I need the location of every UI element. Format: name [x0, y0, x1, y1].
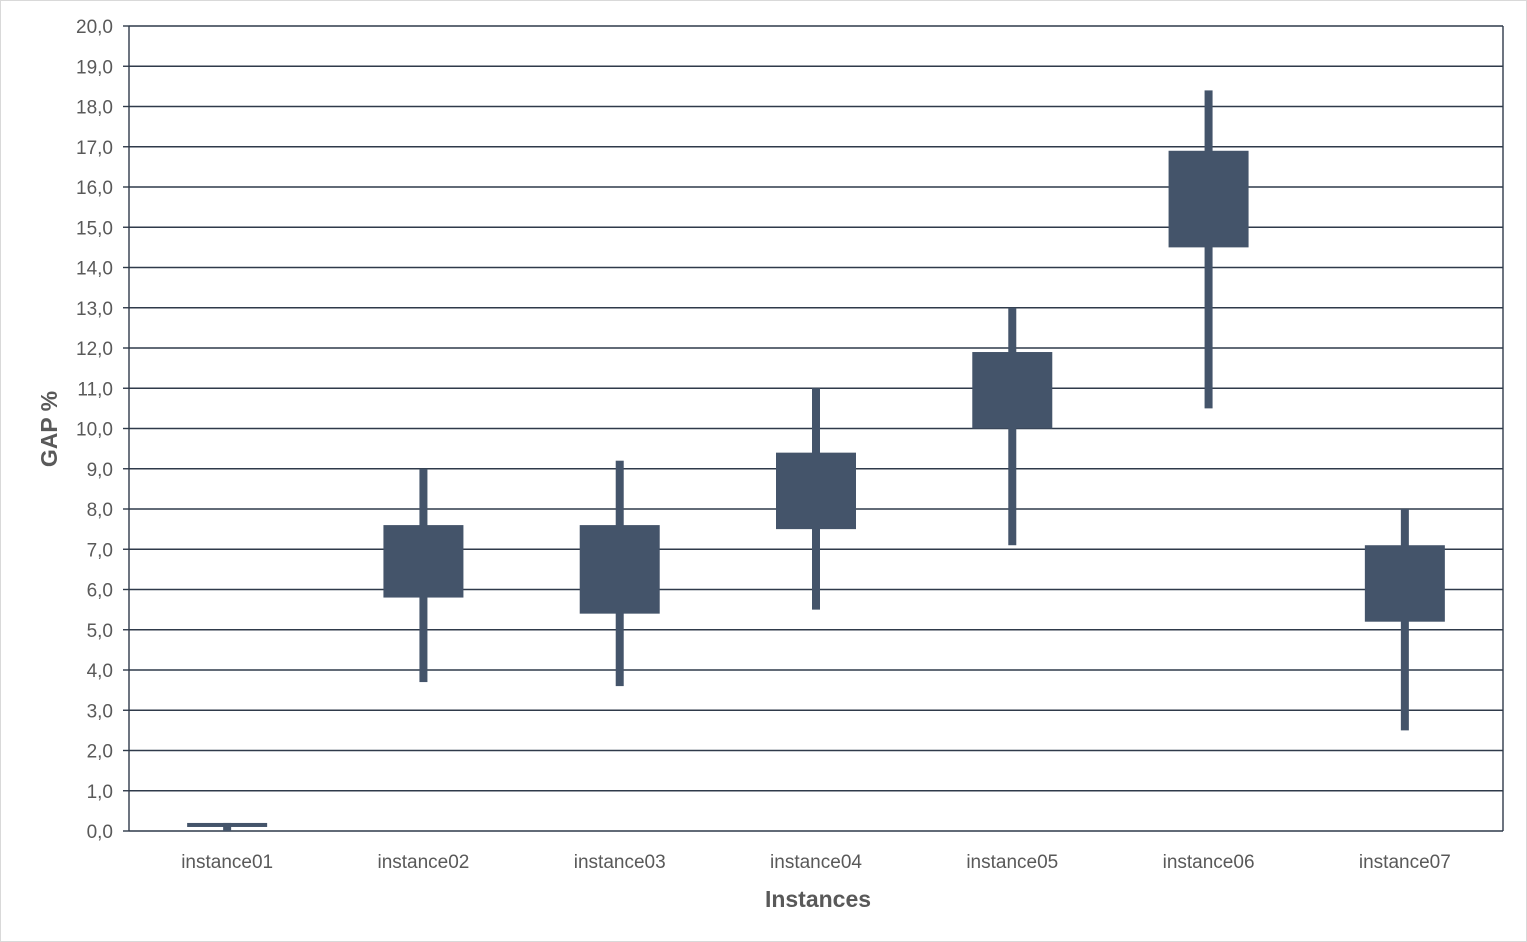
- y-tick-label: 6,0: [87, 581, 113, 602]
- x-axis-tick-labels: instance01 instance02 instance03 instance04…: [181, 852, 1451, 873]
- y-tick-label: 11,0: [77, 379, 113, 400]
- y-tick-label: 0,0: [87, 822, 113, 843]
- y-tick-label: 7,0: [87, 540, 113, 561]
- y-axis-tick-labels: 0,0 1,0 2,0 3,0 4,0 5,0 6,0 7,0 8,0 9,0 10,0 11,0 12…: [76, 17, 113, 843]
- box: [579, 525, 660, 614]
- x-tick-label: instance04: [770, 852, 862, 873]
- candlestick-instance05: [972, 307, 1053, 546]
- y-tick-label: 18,0: [76, 98, 113, 119]
- x-tick-label: instance05: [966, 852, 1058, 873]
- y-tick-label: 5,0: [87, 621, 113, 642]
- box: [187, 822, 268, 827]
- x-tick-label: instance02: [377, 852, 469, 873]
- whisker: [1204, 90, 1213, 409]
- x-axis-title: Instances: [765, 886, 871, 912]
- box: [383, 525, 464, 598]
- y-tick-label: 14,0: [76, 259, 113, 280]
- candlestick-marks: [187, 90, 1445, 831]
- y-tick-label: 13,0: [76, 299, 113, 320]
- box: [776, 452, 856, 530]
- y-tick-label: 4,0: [87, 661, 113, 682]
- y-tick-label: 12,0: [76, 339, 113, 360]
- box: [972, 352, 1053, 429]
- y-tick-label: 8,0: [87, 500, 113, 521]
- y-tick-label: 20,0: [76, 17, 113, 38]
- x-tick-label: instance03: [574, 852, 666, 873]
- y-axis-title: GAP %: [36, 391, 62, 467]
- y-tick-label: 15,0: [76, 218, 113, 239]
- candlestick-instance01: [187, 822, 268, 831]
- candlestick-instance04: [776, 388, 856, 610]
- box: [1168, 150, 1249, 248]
- x-tick-label: instance06: [1163, 852, 1255, 873]
- candlestick-instance07: [1364, 509, 1445, 731]
- y-tick-label: 19,0: [76, 57, 113, 78]
- candlestick-instance03: [579, 460, 660, 687]
- candlestick-instance02: [383, 468, 464, 683]
- y-tick-label: 17,0: [76, 138, 113, 159]
- y-tick-label: 9,0: [87, 460, 113, 481]
- y-tick-label: 10,0: [76, 420, 113, 441]
- x-tick-label: instance07: [1359, 852, 1451, 873]
- y-tick-label: 16,0: [76, 178, 113, 199]
- box: [1364, 545, 1445, 622]
- x-tick-label: instance01: [181, 852, 273, 873]
- y-tick-label: 1,0: [87, 782, 113, 803]
- y-tick-label: 2,0: [87, 742, 113, 763]
- candlestick-instance06: [1168, 90, 1249, 409]
- y-tick-label: 3,0: [87, 701, 113, 722]
